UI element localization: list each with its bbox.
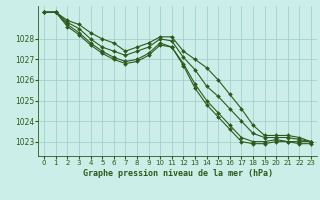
X-axis label: Graphe pression niveau de la mer (hPa): Graphe pression niveau de la mer (hPa)	[83, 169, 273, 178]
